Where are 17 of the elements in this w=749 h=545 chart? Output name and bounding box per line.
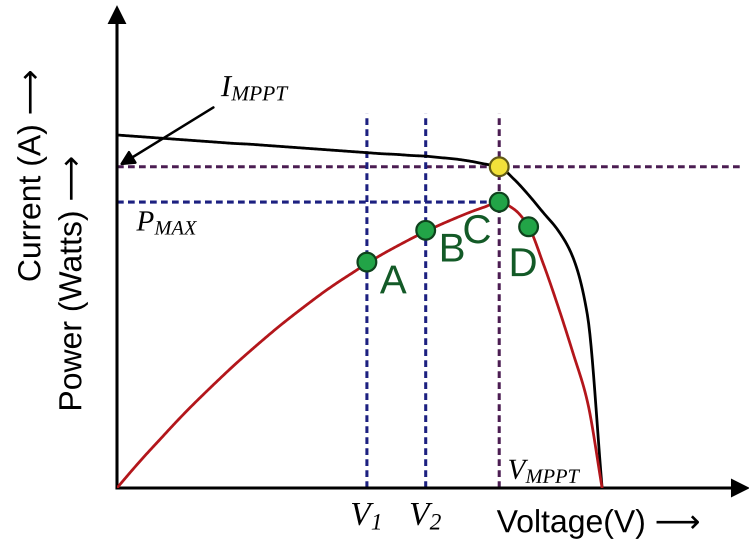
point <box>356 252 378 273</box>
ref-line-label: P$_{MAX}$ <box>136 211 198 235</box>
annotation: D <box>512 248 536 276</box>
y2-axis-title: Power (Watts) ⟶ <box>58 157 88 409</box>
x-tick-label: V$_{1}$ <box>352 503 380 530</box>
x-axis-title: Voltage(V) ⟶ <box>496 509 699 539</box>
ref-line-label: I$_{MPPT}$ <box>220 76 288 100</box>
point <box>488 156 510 178</box>
point <box>518 216 540 238</box>
annotation: A <box>380 266 407 294</box>
y-axis-title: Current (A) ⟶ <box>17 71 47 281</box>
point <box>415 220 436 241</box>
point <box>488 192 510 213</box>
x-tick-label: V$_{2}$ <box>410 503 441 530</box>
annotation: C <box>464 214 490 244</box>
annotation: V$_{MPPT}$ <box>509 460 580 483</box>
annotation: B <box>442 234 464 262</box>
